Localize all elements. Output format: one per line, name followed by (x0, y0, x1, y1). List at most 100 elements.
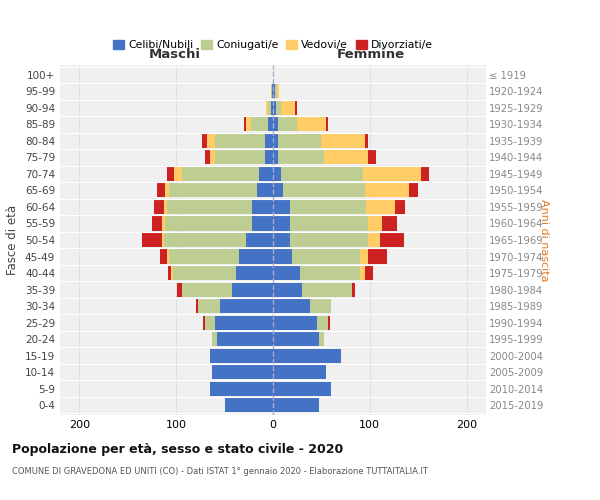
Bar (310, 299, 331, 313)
Bar (271, 84, 272, 98)
Bar (297, 118, 326, 132)
Bar (252, 200, 273, 214)
Bar (328, 316, 330, 330)
Bar (167, 250, 169, 264)
Bar (368, 150, 376, 164)
Bar (164, 216, 252, 230)
Bar (366, 200, 395, 214)
Bar (251, 118, 268, 132)
Bar (281, 167, 363, 181)
Bar (275, 84, 277, 98)
Bar (232, 282, 273, 296)
Bar (278, 150, 325, 164)
Bar (360, 266, 365, 280)
Bar (154, 200, 164, 214)
Bar (352, 282, 355, 296)
Bar (182, 167, 259, 181)
Bar (161, 233, 164, 247)
Bar (215, 316, 273, 330)
Bar (273, 184, 283, 198)
Bar (365, 134, 368, 148)
Bar (368, 233, 380, 247)
Bar (215, 150, 265, 164)
Bar (205, 316, 215, 330)
Bar (157, 184, 164, 198)
Text: COMUNE DI GRAVEDONA ED UNITI (CO) - Dati ISTAT 1° gennaio 2020 - Elaborazione TU: COMUNE DI GRAVEDONA ED UNITI (CO) - Dati… (12, 468, 428, 476)
Bar (273, 216, 290, 230)
Bar (207, 134, 215, 148)
Bar (273, 365, 326, 379)
Bar (212, 332, 217, 346)
Bar (202, 134, 207, 148)
Bar (182, 282, 232, 296)
Bar (326, 118, 328, 132)
Bar (167, 200, 252, 214)
Bar (266, 101, 268, 115)
Bar (409, 184, 418, 198)
Bar (167, 167, 174, 181)
Bar (278, 134, 322, 148)
Bar (363, 167, 421, 181)
Bar (273, 150, 278, 164)
Bar (252, 216, 273, 230)
Text: Popolazione per età, sesso e stato civile - 2020: Popolazione per età, sesso e stato civil… (12, 442, 343, 456)
Bar (273, 266, 300, 280)
Bar (172, 266, 173, 280)
Bar (199, 299, 220, 313)
Bar (196, 299, 199, 313)
Legend: Celibi/Nubili, Coniugati/e, Vedovi/e, Divorziati/e: Celibi/Nubili, Coniugati/e, Vedovi/e, Di… (109, 36, 437, 54)
Bar (259, 167, 273, 181)
Bar (273, 101, 276, 115)
Bar (271, 101, 273, 115)
Bar (224, 398, 273, 412)
Y-axis label: Fasce di età: Fasce di età (7, 205, 19, 275)
Bar (268, 118, 273, 132)
Bar (161, 216, 164, 230)
Bar (281, 101, 295, 115)
Bar (212, 365, 273, 379)
Bar (273, 348, 341, 362)
Bar (276, 101, 281, 115)
Bar (273, 282, 302, 296)
Bar (290, 200, 366, 214)
Bar (382, 216, 397, 230)
Bar (142, 233, 161, 247)
Bar (169, 250, 239, 264)
Bar (380, 233, 404, 247)
Bar (265, 134, 273, 148)
Bar (325, 150, 368, 164)
Bar (290, 233, 368, 247)
Bar (292, 250, 360, 264)
Bar (273, 233, 290, 247)
Bar (273, 167, 281, 181)
Bar (265, 150, 273, 164)
Bar (220, 299, 273, 313)
Bar (272, 84, 273, 98)
Bar (365, 184, 409, 198)
Bar (319, 332, 325, 346)
Bar (368, 250, 387, 264)
Bar (210, 382, 273, 396)
Bar (239, 250, 273, 264)
Bar (300, 266, 360, 280)
Bar (421, 167, 429, 181)
Bar (205, 150, 210, 164)
Bar (217, 332, 273, 346)
Bar (268, 101, 271, 115)
Bar (290, 216, 368, 230)
Bar (317, 316, 328, 330)
Bar (164, 200, 167, 214)
Bar (302, 282, 352, 296)
Bar (278, 118, 297, 132)
Bar (273, 332, 319, 346)
Bar (277, 84, 279, 98)
Bar (177, 282, 182, 296)
Bar (273, 316, 317, 330)
Bar (395, 200, 404, 214)
Text: Maschi: Maschi (149, 48, 201, 62)
Bar (365, 266, 373, 280)
Bar (164, 233, 246, 247)
Bar (210, 348, 273, 362)
Bar (236, 266, 273, 280)
Bar (283, 184, 365, 198)
